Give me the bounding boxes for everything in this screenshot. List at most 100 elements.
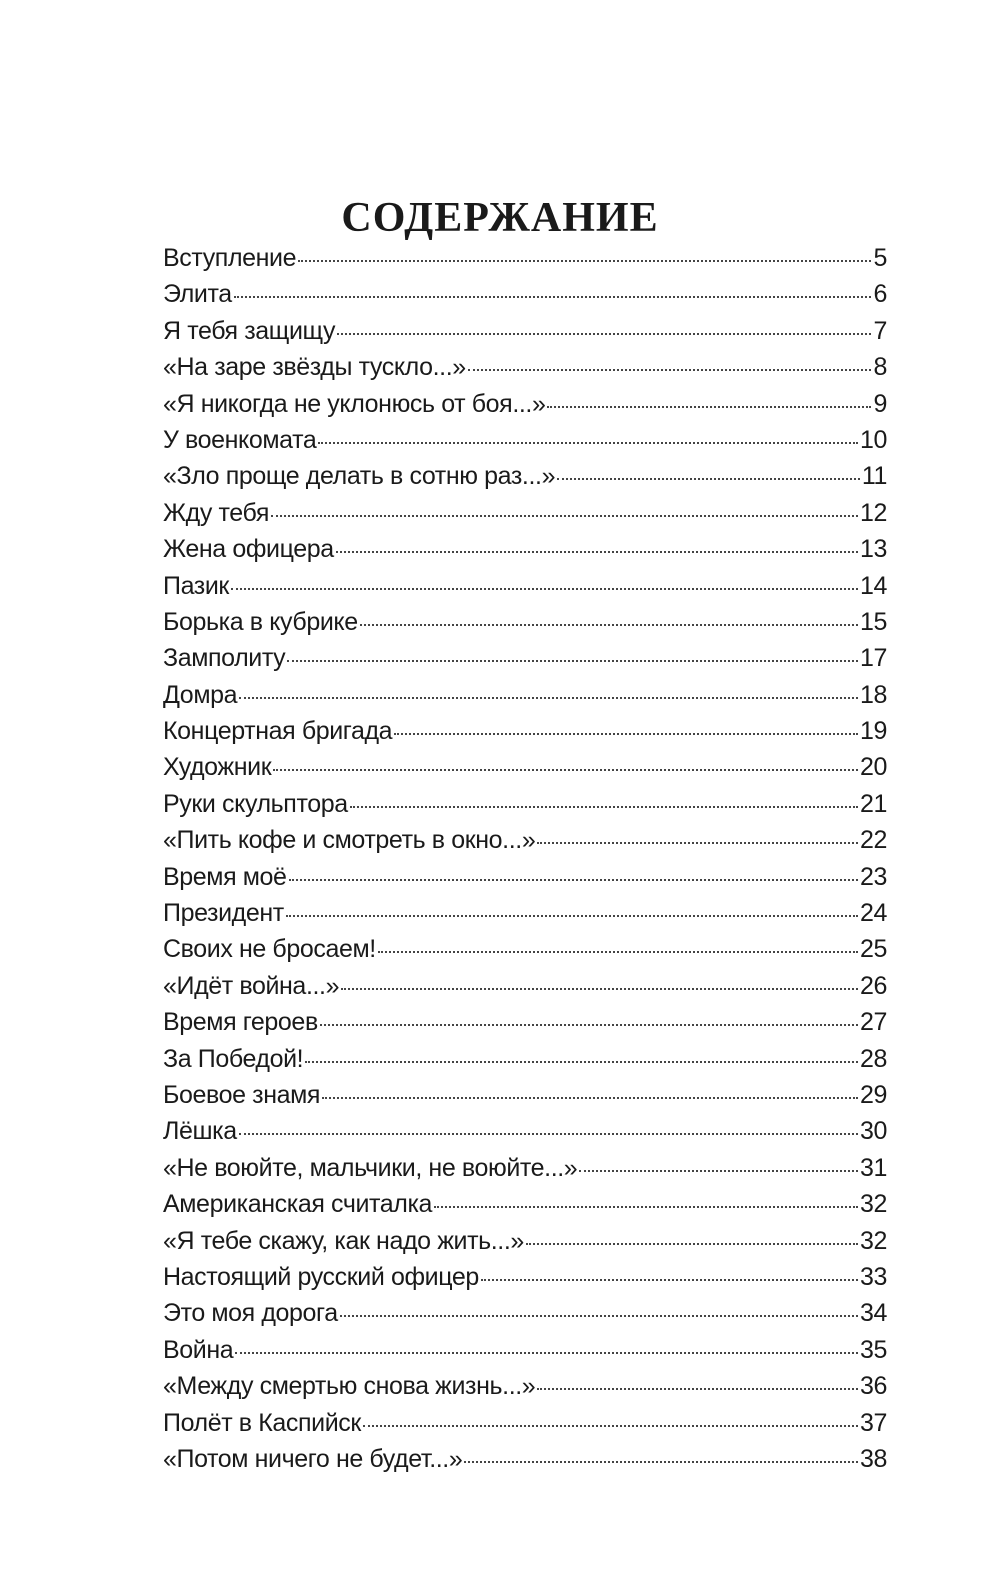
entry-title: За Победой!: [163, 1044, 304, 1073]
entry-page: 24: [859, 899, 887, 928]
table-of-contents: Вступление 5 Элита 6 Я тебя защищу 7 «На заре …: [163, 240, 887, 1477]
toc-entry: Художник 20: [163, 749, 887, 785]
toc-entry: Лёшка 30: [163, 1113, 887, 1149]
dot-leader: [318, 441, 858, 444]
dot-leader: [341, 987, 858, 990]
toc-entry: Время моё 23: [163, 859, 887, 895]
entry-title: Своих не бросаем!: [163, 935, 376, 964]
dot-leader: [362, 1424, 858, 1427]
entry-title: Это моя дорога: [163, 1299, 338, 1328]
entry-page: 32: [859, 1226, 887, 1255]
dot-leader: [359, 623, 858, 626]
entry-page: 32: [859, 1190, 887, 1219]
dot-leader: [464, 1460, 858, 1463]
dot-leader: [537, 842, 858, 845]
entry-page: 33: [859, 1262, 887, 1291]
toc-entry: Замполиту 17: [163, 640, 887, 676]
dot-leader: [273, 769, 858, 772]
dot-leader: [335, 551, 858, 554]
entry-page: 35: [859, 1335, 887, 1364]
entry-page: 8: [873, 353, 887, 382]
entry-title: «Между смертью снова жизнь...»: [163, 1372, 536, 1401]
entry-page: 12: [859, 498, 887, 527]
toc-entry: Жду тебя 12: [163, 495, 887, 531]
entry-page: 29: [859, 1080, 887, 1109]
toc-entry: За Победой! 28: [163, 1041, 887, 1077]
entry-page: 10: [859, 425, 887, 454]
toc-entry: Настоящий русский офицер 33: [163, 1259, 887, 1295]
entry-title: Война: [163, 1335, 234, 1364]
toc-entry: «Я тебе скажу, как надо жить...» 32: [163, 1223, 887, 1259]
dot-leader: [537, 1388, 858, 1391]
entry-page: 6: [873, 280, 887, 309]
entry-title: Боевое знамя: [163, 1080, 321, 1109]
dot-leader: [394, 733, 858, 736]
dot-leader: [434, 1206, 858, 1209]
entry-title: Художник: [163, 753, 272, 782]
toc-entry: «На заре звёзды тускло...» 8: [163, 349, 887, 385]
entry-page: 30: [859, 1117, 887, 1146]
entry-title: «Потом ничего не будет...»: [163, 1444, 463, 1473]
dot-leader: [579, 1169, 858, 1172]
entry-page: 9: [873, 389, 887, 418]
dot-leader: [467, 369, 872, 372]
dot-leader: [322, 1096, 858, 1099]
entry-page: 21: [859, 789, 887, 818]
entry-page: 5: [873, 244, 887, 272]
dot-leader: [287, 660, 858, 663]
entry-title: Я тебя защищу: [163, 316, 336, 345]
toc-entry: «Я никогда не уклонюсь от боя...» 9: [163, 386, 887, 422]
dot-leader: [319, 1024, 858, 1027]
entry-page: 36: [859, 1372, 887, 1401]
dot-leader: [377, 951, 858, 954]
entry-title: Домра: [163, 680, 238, 709]
entry-title: Борька в кубрике: [163, 607, 358, 636]
toc-entry: «Зло проще делать в сотню раз...» 11: [163, 458, 887, 494]
toc-entry: «Идёт война...» 26: [163, 968, 887, 1004]
dot-leader: [298, 260, 872, 262]
entry-page: 31: [859, 1153, 887, 1182]
toc-entry: Американская считалка 32: [163, 1186, 887, 1222]
entry-title: У военкомата: [163, 425, 317, 454]
dot-leader: [557, 478, 860, 481]
entry-title: Пазик: [163, 571, 229, 600]
toc-entry: Это моя дорога 34: [163, 1295, 887, 1331]
entry-title: Время моё: [163, 862, 287, 891]
dot-leader: [547, 405, 872, 408]
dot-leader: [233, 296, 872, 299]
entry-title: «Пить кофе и смотреть в окно...»: [163, 826, 536, 855]
entry-page: 26: [859, 971, 887, 1000]
entry-title: Настоящий русский офицер: [163, 1262, 479, 1291]
entry-page: 22: [859, 826, 887, 855]
entry-title: «Я тебе скажу, как надо жить...»: [163, 1226, 524, 1255]
entry-page: 20: [859, 753, 887, 782]
dot-leader: [305, 1060, 858, 1063]
entry-title: Лёшка: [163, 1117, 237, 1146]
entry-title: Элита: [163, 280, 232, 309]
toc-entry: У военкомата 10: [163, 422, 887, 458]
page-title: СОДЕРЖАНИЕ: [341, 195, 659, 242]
dot-leader: [239, 696, 858, 699]
entry-title: «На заре звёзды тускло...»: [163, 353, 466, 382]
entry-page: 13: [859, 535, 887, 564]
entry-title: «Я никогда не уклонюсь от боя...»: [163, 389, 546, 418]
toc-entry: Элита 6: [163, 276, 887, 312]
toc-entry: «Между смертью снова жизнь...» 36: [163, 1368, 887, 1404]
dot-leader: [349, 805, 858, 808]
dot-leader: [288, 878, 858, 881]
entry-page: 14: [859, 571, 887, 600]
toc-entry: Жена офицера 13: [163, 531, 887, 567]
entry-page: 27: [859, 1008, 887, 1037]
entry-title: «Идёт война...»: [163, 971, 340, 1000]
entry-page: 11: [861, 462, 888, 491]
toc-entry: Руки скульптора 21: [163, 786, 887, 822]
dot-leader: [235, 1351, 858, 1354]
entry-page: 25: [859, 935, 887, 964]
dot-leader: [480, 1278, 858, 1281]
entry-title: Американская считалка: [163, 1190, 433, 1219]
entry-page: 23: [859, 862, 887, 891]
toc-entry: Пазик 14: [163, 568, 887, 604]
toc-entry: Своих не бросаем! 25: [163, 931, 887, 967]
toc-entry: Домра 18: [163, 677, 887, 713]
entry-title: Президент: [163, 899, 284, 928]
